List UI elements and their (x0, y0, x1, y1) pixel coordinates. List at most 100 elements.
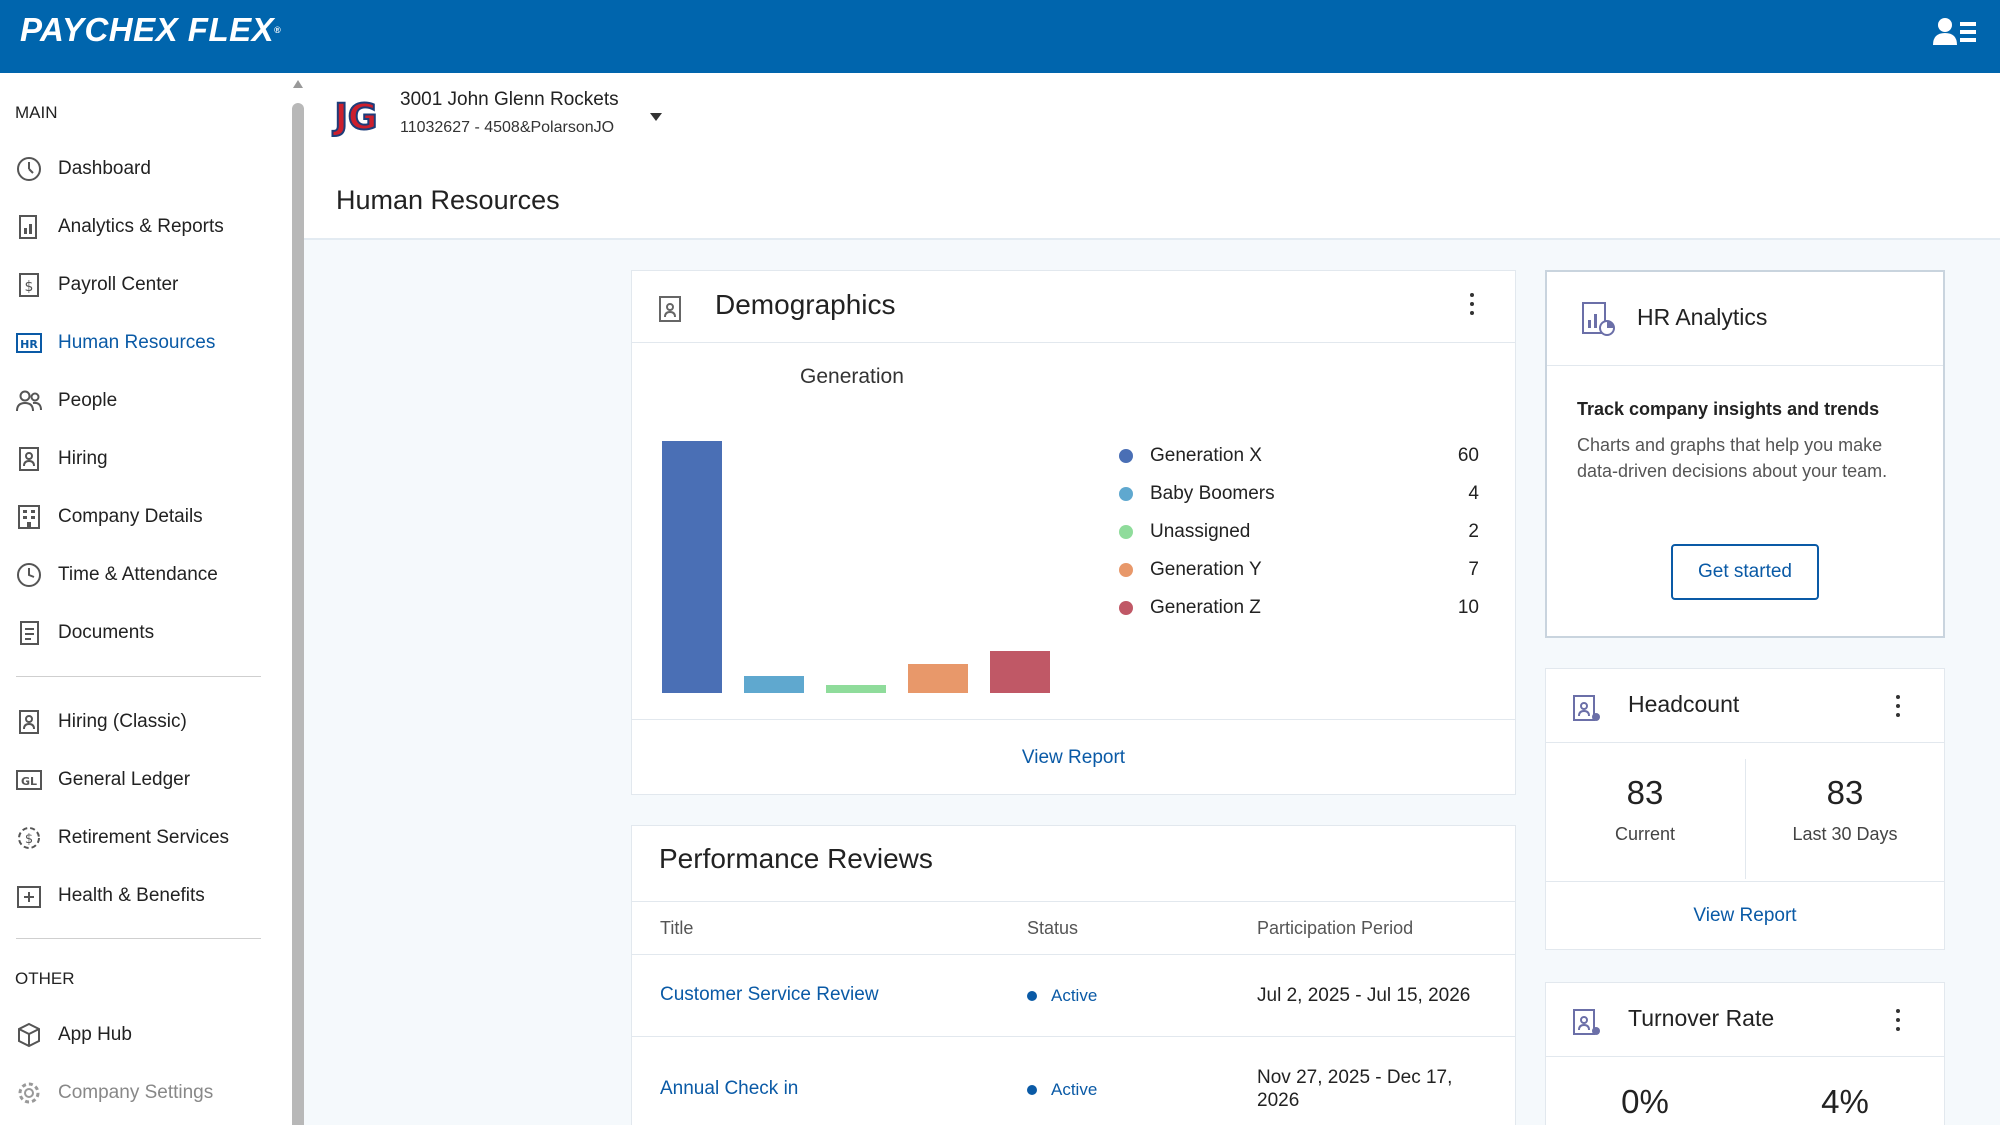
svg-text:$: $ (25, 832, 33, 847)
headcount-more-button[interactable] (1888, 691, 1908, 721)
bar-generation-z[interactable] (990, 651, 1050, 693)
report-icon (1573, 1009, 1600, 1035)
hiring-icon (14, 707, 44, 737)
sidebar-item-people[interactable]: People (14, 381, 276, 421)
legend-value: 7 (1468, 559, 1479, 580)
svg-text:GL: GL (21, 775, 37, 788)
turnover-more-button[interactable] (1888, 1005, 1908, 1035)
turnover-metric-b: 4% (1746, 1083, 1944, 1121)
sidebar-item-analytics-reports[interactable]: Analytics & Reports (14, 207, 276, 247)
legend-label: Generation Z (1150, 597, 1261, 618)
sidebar-item-label: Analytics & Reports (58, 216, 224, 237)
table-divider (632, 901, 1515, 902)
scrollbar-thumb[interactable] (292, 103, 304, 1125)
headcount-footer: View Report (1546, 881, 1944, 949)
legend-item-generation-x: Generation X 60 (1119, 443, 1479, 469)
legend-label: Generation X (1150, 445, 1262, 466)
get-started-button[interactable]: Get started (1671, 544, 1819, 600)
report-icon (659, 296, 681, 322)
turnover-title: Turnover Rate (1628, 1005, 1775, 1031)
sidebar-item-app-hub[interactable]: App Hub (14, 1015, 276, 1055)
status-badge: Active (1027, 1080, 1097, 1100)
hr-analytics-card: HR Analytics Track company insights and … (1545, 270, 1945, 638)
sidebar-item-label: App Hub (58, 1024, 132, 1045)
top-bar: PAYCHEX FLEX® (0, 0, 2000, 73)
bar-generation-y[interactable] (908, 663, 968, 693)
sidebar-divider (16, 938, 261, 939)
section-label-other: OTHER (15, 969, 75, 988)
sidebar-item-label: Dashboard (58, 158, 151, 179)
dashboard-icon (14, 154, 44, 184)
demographics-view-report-link[interactable]: View Report (1021, 746, 1126, 768)
turnover-metric-a: 0% (1546, 1083, 1744, 1121)
sidebar-item-label: Health & Benefits (58, 885, 205, 906)
section-label-main: MAIN (15, 103, 58, 122)
sidebar-item-documents[interactable]: Documents (14, 613, 276, 653)
sidebar-item-retirement-services[interactable]: $ Retirement Services (14, 818, 276, 858)
brand-name: PAYCHEX FLEX (20, 11, 275, 48)
demographics-footer: View Report (632, 719, 1515, 795)
user-menu-button[interactable] (1930, 12, 1980, 52)
legend-dot (1119, 601, 1133, 615)
sidebar-item-human-resources[interactable]: HR Human Resources (14, 323, 276, 363)
status-label: Active (1051, 1080, 1098, 1099)
headcount-last30-label: Last 30 Days (1792, 824, 1898, 844)
review-title-link[interactable]: Customer Service Review (660, 984, 879, 1005)
legend-dot (1119, 563, 1133, 577)
column-header-participation-period: Participation Period (1257, 918, 1414, 938)
paychex-flex-logo[interactable]: PAYCHEX FLEX® (20, 10, 281, 50)
turnover-rate-card: Turnover Rate 0% 4% (1545, 982, 1945, 1125)
performance-reviews-title: Performance Reviews (659, 843, 933, 874)
company-id: 11032627 - 4508&PolarsonJO (400, 119, 615, 136)
demographics-title: Demographics (715, 289, 896, 320)
user-list-icon (1933, 18, 1976, 45)
sidebar-scrollbar[interactable] (292, 73, 304, 1125)
headcount-header: Headcount (1546, 669, 1944, 743)
sidebar-item-dashboard[interactable]: Dashboard (14, 149, 276, 189)
sidebar-item-label: Documents (58, 622, 155, 643)
report-icon (1573, 695, 1600, 721)
sidebar-item-label: General Ledger (58, 769, 191, 790)
sidebar-item-time-attendance[interactable]: Time & Attendance (14, 555, 276, 595)
review-title-link[interactable]: Annual Check in (660, 1078, 799, 1099)
table-divider (632, 954, 1515, 955)
headcount-last30-metric: 83 Last 30 Days (1746, 774, 1944, 845)
legend-item-generation-y: Generation Y 7 (1119, 557, 1479, 583)
participation-period: Jul 2, 2025 - Jul 15, 2026 (1257, 985, 1471, 1006)
sidebar-item-label: Hiring (Classic) (58, 711, 187, 732)
health-plus-icon (14, 881, 44, 911)
company-dropdown-button[interactable] (646, 107, 666, 127)
sidebar-item-health-benefits[interactable]: Health & Benefits (14, 876, 276, 916)
analytics-report-icon (14, 212, 44, 242)
content-header: JG 3001 John Glenn Rockets 11032627 - 45… (304, 73, 2000, 240)
bar-baby-boomers[interactable] (744, 676, 804, 693)
sidebar-item-label: Company Details (58, 506, 203, 527)
bar-unassigned[interactable] (826, 684, 886, 693)
bar-generation-x[interactable] (662, 441, 722, 693)
headcount-view-report-link[interactable]: View Report (1693, 904, 1797, 926)
headcount-title: Headcount (1628, 691, 1740, 717)
sidebar-item-label: Retirement Services (58, 827, 230, 848)
sidebar-item-hiring[interactable]: Hiring (14, 439, 276, 479)
hr-icon: HR (14, 328, 44, 358)
sidebar: MAIN Dashboard Analytics & Reports $ Pay… (0, 73, 292, 1125)
sidebar-item-company-settings[interactable]: Company Settings (14, 1073, 276, 1113)
table-divider (632, 1036, 1515, 1037)
sidebar-item-company-details[interactable]: Company Details (14, 497, 276, 537)
legend-value: 4 (1468, 483, 1479, 504)
analytics-chart-icon (1582, 302, 1615, 336)
company-name[interactable]: 3001 John Glenn Rockets (400, 89, 619, 110)
demographics-more-button[interactable] (1462, 289, 1482, 319)
legend-dot (1119, 525, 1133, 539)
status-badge: Active (1027, 986, 1097, 1006)
legend-dot (1119, 449, 1133, 463)
retirement-icon: $ (14, 823, 44, 853)
headcount-last30-value: 83 (1826, 774, 1864, 811)
sidebar-item-payroll-center[interactable]: $ Payroll Center (14, 265, 276, 305)
gear-icon (14, 1078, 44, 1108)
hiring-icon (14, 444, 44, 474)
sidebar-item-general-ledger[interactable]: GL General Ledger (14, 760, 276, 800)
scroll-up-arrow-icon[interactable] (292, 79, 304, 93)
sidebar-item-hiring-classic[interactable]: Hiring (Classic) (14, 702, 276, 742)
legend-dot (1119, 487, 1133, 501)
